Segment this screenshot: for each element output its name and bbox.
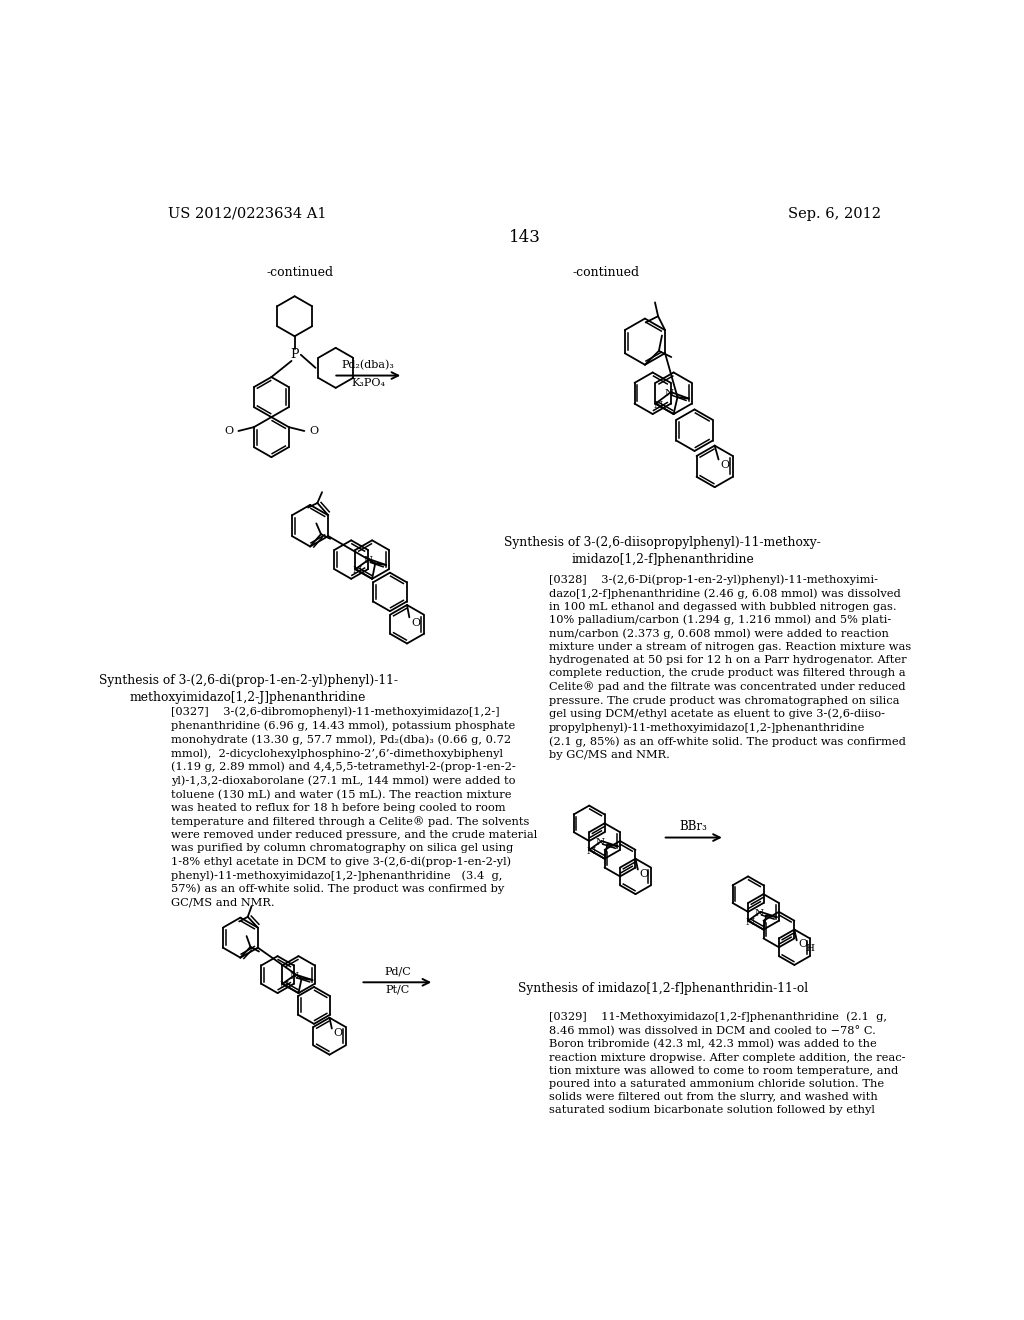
Text: K₃PO₄: K₃PO₄ — [351, 379, 385, 388]
Text: H: H — [805, 944, 814, 953]
Text: Synthesis of imidazo[1,2-f]phenanthridin-11-ol: Synthesis of imidazo[1,2-f]phenanthridin… — [518, 982, 808, 995]
Text: O: O — [639, 869, 648, 879]
Text: N: N — [745, 917, 754, 927]
Text: BBr₃: BBr₃ — [680, 820, 708, 833]
Text: -continued: -continued — [572, 265, 640, 279]
Text: N: N — [364, 556, 373, 565]
Text: P: P — [291, 348, 299, 362]
Text: Pd₂(dba)₃: Pd₂(dba)₃ — [342, 359, 394, 370]
Text: [0329]    11-Methoxyimidazo[1,2-f]phenanthridine  (2.1  g,
8.46 mmol) was dissol: [0329] 11-Methoxyimidazo[1,2-f]phenanthr… — [549, 1011, 905, 1114]
Text: O: O — [224, 426, 233, 436]
Text: -continued: -continued — [266, 265, 334, 279]
Text: N: N — [596, 838, 605, 847]
Text: O: O — [334, 1028, 342, 1038]
Text: Sep. 6, 2012: Sep. 6, 2012 — [788, 207, 882, 220]
Text: US 2012/0223634 A1: US 2012/0223634 A1 — [168, 207, 327, 220]
Text: N: N — [290, 972, 299, 981]
Text: O: O — [309, 426, 318, 436]
Text: N: N — [653, 401, 663, 409]
Text: [0328]    3-(2,6-Di(prop-1-en-2-yl)phenyl)-11-methoxyimi-
dazo[1,2-f]phenanthrid: [0328] 3-(2,6-Di(prop-1-en-2-yl)phenyl)-… — [549, 574, 911, 760]
Text: O: O — [799, 940, 807, 949]
Text: N: N — [352, 566, 361, 576]
Text: N: N — [755, 909, 764, 917]
Text: Synthesis of 3-(2,6-diisopropylphenyl)-11-methoxy-
imidazo[1,2-f]phenanthridine: Synthesis of 3-(2,6-diisopropylphenyl)-1… — [505, 536, 821, 566]
Text: O: O — [411, 618, 420, 628]
Text: Synthesis of 3-(2,6-di(prop-1-en-2-yl)phenyl)-11-
methoxyimidazo[1,2-J]phenanthr: Synthesis of 3-(2,6-di(prop-1-en-2-yl)ph… — [98, 675, 397, 705]
Text: 143: 143 — [509, 230, 541, 247]
Text: Pt/C: Pt/C — [385, 985, 410, 995]
Text: Pd/C: Pd/C — [384, 966, 411, 977]
Text: N: N — [665, 389, 674, 399]
Text: N: N — [280, 981, 289, 990]
Text: N: N — [586, 847, 595, 855]
Text: O: O — [720, 459, 729, 470]
Text: [0327]    3-(2,6-dibromophenyl)-11-methoxyimidazo[1,2-]
phenanthridine (6.96 g, : [0327] 3-(2,6-dibromophenyl)-11-methoxyi… — [171, 706, 537, 907]
